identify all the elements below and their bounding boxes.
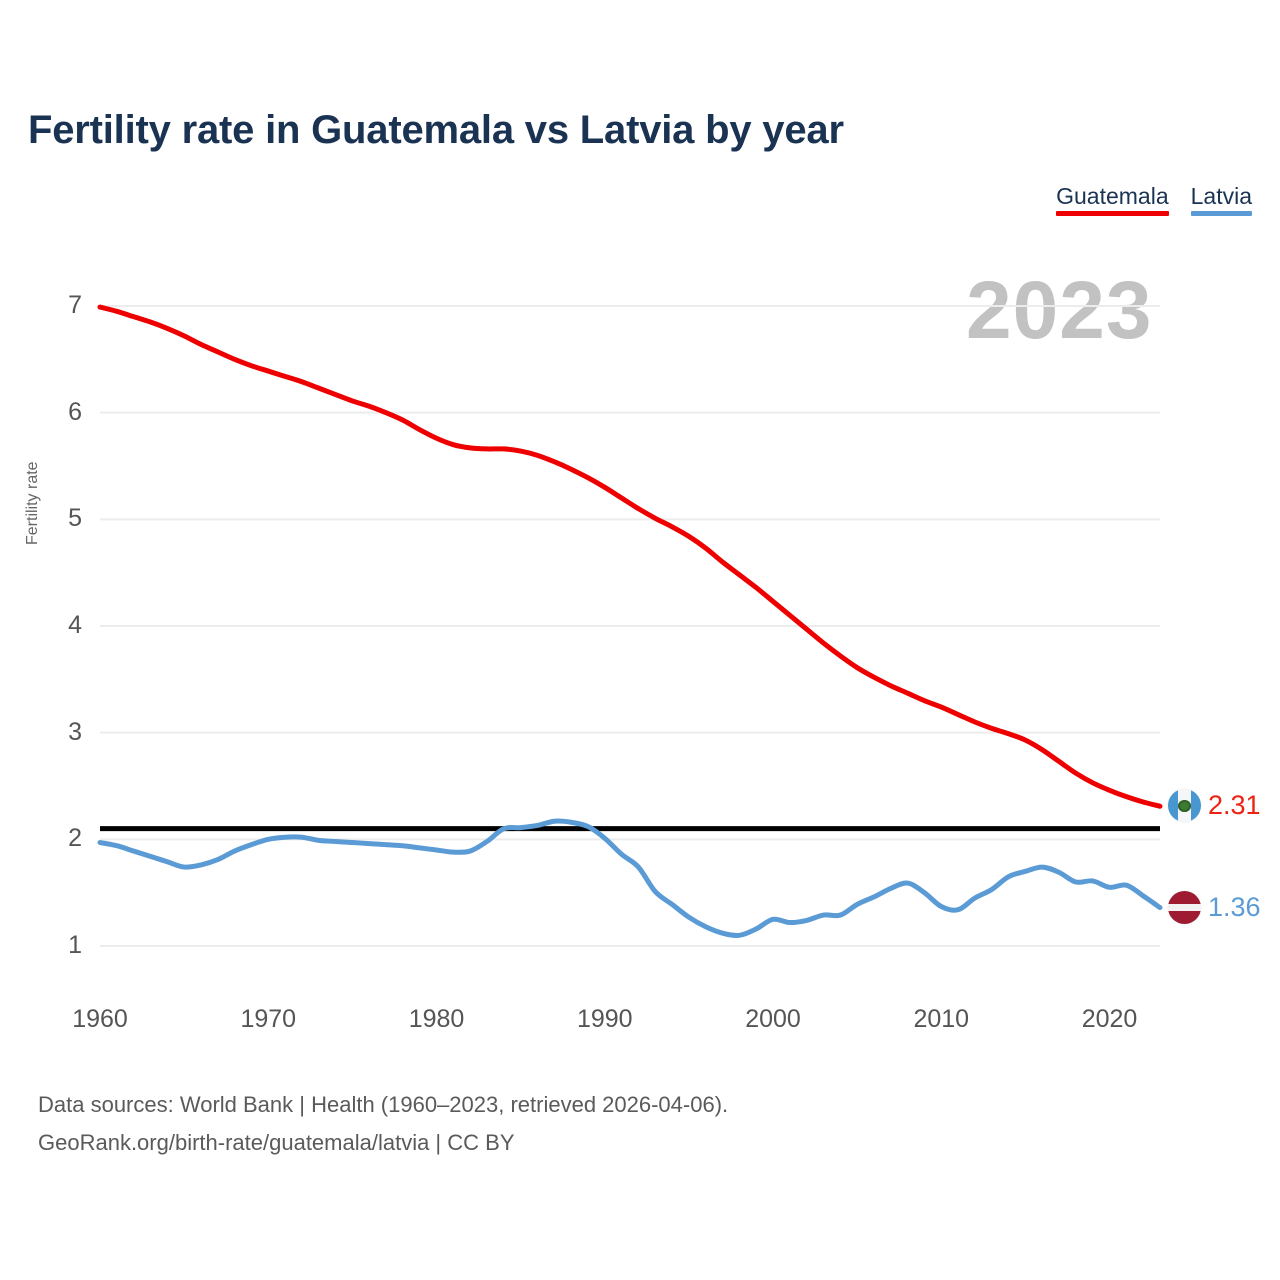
x-axis-tick-label: 1970 xyxy=(240,1005,297,1033)
x-axis-tick-label: 2000 xyxy=(745,1005,801,1033)
series-line-latvia xyxy=(97,818,1163,939)
x-axis-tick-label: 1990 xyxy=(576,1005,633,1033)
y-axis-tick-label: 7 xyxy=(68,291,82,319)
y-axis-tick-label: 4 xyxy=(68,611,82,639)
y-axis-tick-label: 3 xyxy=(68,717,82,746)
footer-line-attribution[interactable]: GeoRank.org/birth-rate/guatemala/latvia … xyxy=(38,1130,515,1155)
y-axis-title: Fertility rate xyxy=(24,461,41,545)
footer-line-sources: Data sources: World Bank | Health (1960–… xyxy=(38,1092,729,1117)
series-line-guatemala xyxy=(97,304,1163,809)
end-value-latvia: 1.36 xyxy=(1208,891,1261,922)
x-axis-tick-label: 1980 xyxy=(408,1005,465,1033)
watermark-year-label: 2023 xyxy=(966,265,1153,356)
gridlines xyxy=(100,305,1160,947)
y-axis-tick-label: 6 xyxy=(68,397,82,426)
end-label-guatemala: 2.31 xyxy=(1168,789,1261,823)
legend-label-guatemala: Guatemala xyxy=(1056,183,1169,209)
end-label-latvia: 1.36 xyxy=(1168,890,1261,924)
footer: Data sources: World Bank | Health (1960–… xyxy=(38,1086,728,1162)
page-title: Fertility rate in Guatemala vs Latvia by… xyxy=(28,108,844,152)
y-axis-tick-label: 5 xyxy=(68,504,82,533)
y-axis-tick-label: 2 xyxy=(68,824,82,853)
legend-item-latvia[interactable]: Latvia xyxy=(1190,183,1252,216)
guatemala-emblem-icon xyxy=(1178,799,1191,812)
chart-legend: Guatemala Latvia xyxy=(1056,183,1252,216)
x-axis-tick-label: 1960 xyxy=(72,1005,128,1033)
x-axis-tick-label: 2020 xyxy=(1081,1005,1138,1033)
latvia-flag-icon xyxy=(1168,890,1201,924)
legend-label-latvia: Latvia xyxy=(1190,183,1252,209)
legend-swatch-latvia xyxy=(1190,211,1252,216)
legend-swatch-guatemala xyxy=(1056,211,1169,216)
y-axis-tick-label: 1 xyxy=(68,931,82,959)
end-value-guatemala: 2.31 xyxy=(1208,790,1261,821)
legend-item-guatemala[interactable]: Guatemala xyxy=(1056,183,1169,216)
guatemala-flag-icon xyxy=(1168,789,1201,823)
x-axis-tick-label: 2010 xyxy=(913,1005,970,1033)
